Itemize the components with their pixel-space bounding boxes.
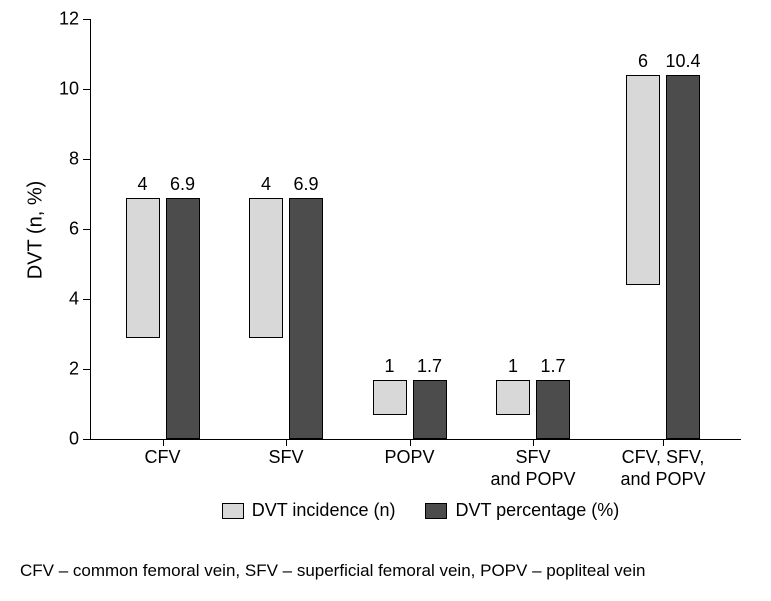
bar-percentage: 1.7 bbox=[536, 380, 570, 440]
bar-group: 11.7POPV bbox=[373, 380, 447, 440]
bar-incidence: 4 bbox=[126, 198, 160, 338]
legend-item-percentage: DVT percentage (%) bbox=[425, 500, 619, 521]
x-tick-label: SFVand POPV bbox=[490, 439, 575, 490]
legend-item-incidence: DVT incidence (n) bbox=[222, 500, 396, 521]
y-axis-title: DVT (n, %) bbox=[25, 180, 48, 279]
plot-area: DVT (n, %) 02468101246.9CFV46.9SFV11.7PO… bbox=[90, 20, 741, 440]
y-tick-label: 4 bbox=[69, 289, 91, 310]
bar-percentage: 1.7 bbox=[413, 380, 447, 440]
bar-value-label: 6 bbox=[638, 51, 648, 72]
legend-swatch-percentage bbox=[425, 503, 447, 519]
bar-value-label: 6.9 bbox=[293, 174, 318, 195]
bar-percentage: 6.9 bbox=[289, 198, 323, 440]
bar-group: 610.4CFV, SFV,and POPV bbox=[626, 75, 700, 439]
legend: DVT incidence (n) DVT percentage (%) bbox=[90, 500, 751, 521]
bar-value-label: 1 bbox=[508, 356, 518, 377]
bar-value-label: 6.9 bbox=[170, 174, 195, 195]
bar-incidence: 1 bbox=[496, 380, 530, 415]
footnote: CFV – common femoral vein, SFV – superfi… bbox=[20, 561, 751, 581]
bar-value-label: 1 bbox=[384, 356, 394, 377]
x-tick bbox=[410, 439, 411, 446]
bar-percentage: 10.4 bbox=[666, 75, 700, 439]
legend-label-incidence: DVT incidence (n) bbox=[252, 500, 396, 521]
dvt-bar-chart: DVT (n, %) 02468101246.9CFV46.9SFV11.7PO… bbox=[20, 20, 751, 581]
bar-incidence: 1 bbox=[373, 380, 407, 415]
x-tick-label: CFV, SFV,and POPV bbox=[620, 439, 705, 490]
bar-group: 46.9SFV bbox=[249, 198, 323, 440]
y-tick-label: 0 bbox=[69, 429, 91, 450]
bar-group: 46.9CFV bbox=[126, 198, 200, 440]
x-tick bbox=[533, 439, 534, 446]
bar-incidence: 6 bbox=[626, 75, 660, 285]
bar-percentage: 6.9 bbox=[166, 198, 200, 440]
y-tick-label: 10 bbox=[59, 79, 91, 100]
legend-label-percentage: DVT percentage (%) bbox=[455, 500, 619, 521]
x-tick bbox=[163, 439, 164, 446]
y-tick-label: 12 bbox=[59, 9, 91, 30]
legend-swatch-incidence bbox=[222, 503, 244, 519]
y-tick-label: 8 bbox=[69, 149, 91, 170]
x-tick bbox=[663, 439, 664, 446]
bar-value-label: 10.4 bbox=[665, 51, 700, 72]
y-tick-label: 2 bbox=[69, 359, 91, 380]
bar-value-label: 1.7 bbox=[417, 356, 442, 377]
bar-group: 11.7SFVand POPV bbox=[496, 380, 570, 440]
x-tick bbox=[286, 439, 287, 446]
bar-incidence: 4 bbox=[249, 198, 283, 338]
bar-value-label: 4 bbox=[261, 174, 271, 195]
bar-value-label: 1.7 bbox=[540, 356, 565, 377]
y-tick-label: 6 bbox=[69, 219, 91, 240]
bar-value-label: 4 bbox=[137, 174, 147, 195]
